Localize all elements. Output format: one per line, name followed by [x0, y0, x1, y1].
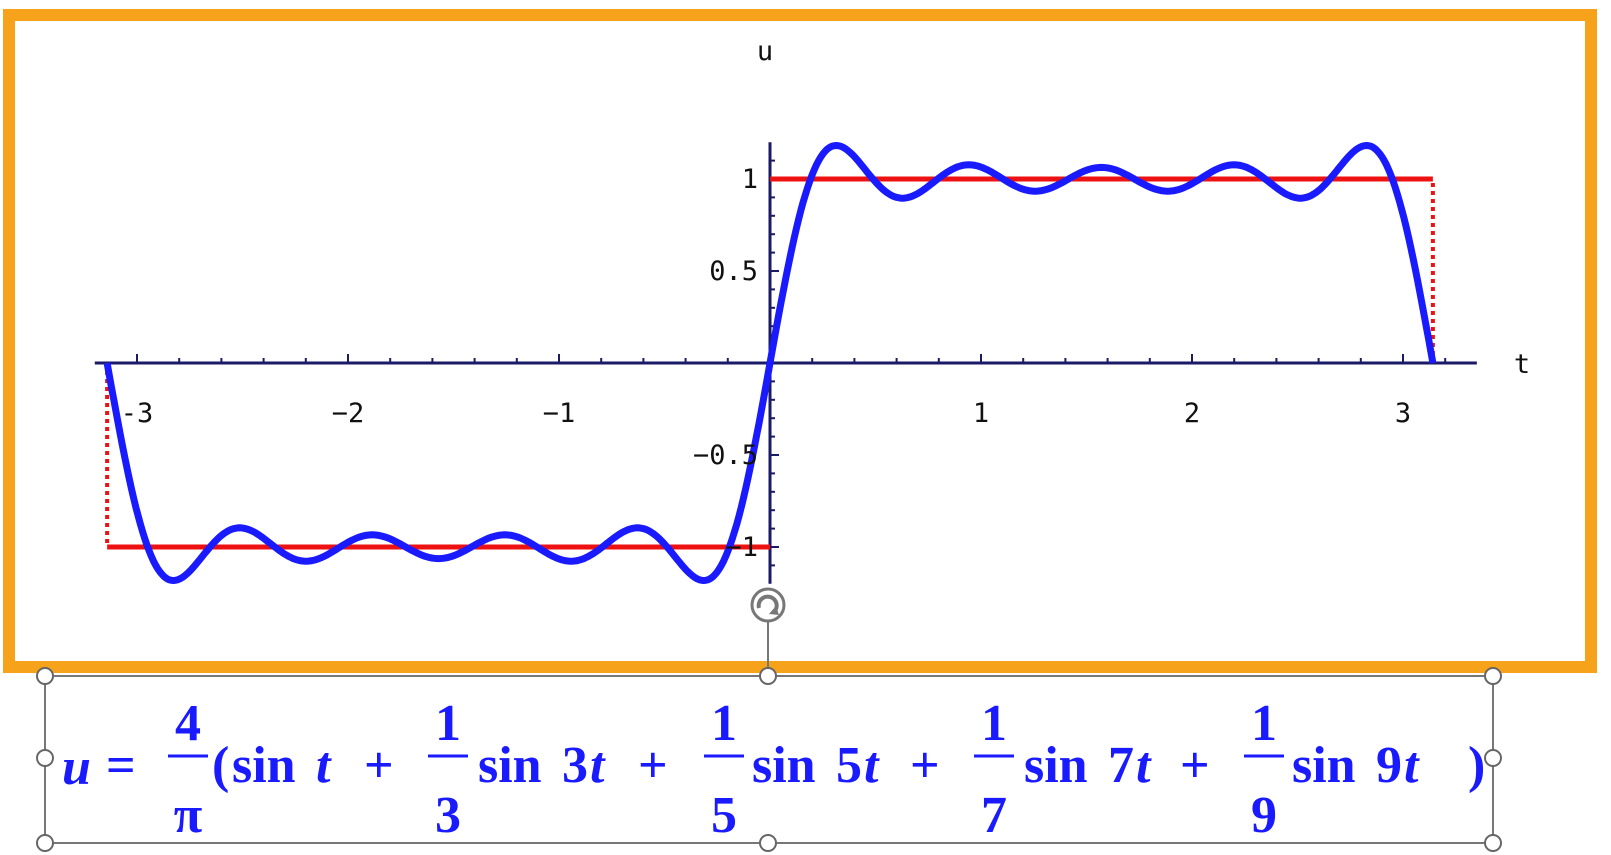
resize-handle-left[interactable]	[36, 749, 54, 767]
formula-term-var: t	[1404, 737, 1420, 794]
formula-term-numerator: 1	[711, 695, 737, 752]
formula-lead-numerator: 4	[175, 695, 201, 752]
tick-labels: -3 −2 −1 1 2 3 1 0.5 −0.5 −1	[121, 164, 1411, 563]
formula-term-denominator: 5	[711, 787, 737, 844]
formula-term-var: t	[1136, 737, 1152, 794]
x-tick-label: −1	[543, 398, 576, 429]
formula-plus: +	[1180, 737, 1210, 794]
formula-term-numerator: 1	[981, 695, 1007, 752]
formula-term-coef: 3	[562, 737, 588, 794]
fourier-chart: -3 −2 −1 1 2 3 1 0.5 −0.5 −1 u t	[94, 36, 1530, 584]
formula-plus: +	[364, 737, 394, 794]
formula-term-denominator: 7	[981, 787, 1007, 844]
axes	[94, 142, 1477, 584]
chart-frame[interactable]	[3, 9, 1597, 673]
resize-handle-top-right[interactable]	[1484, 667, 1502, 685]
formula-selection[interactable]	[36, 587, 1502, 852]
formula-lhs: u	[62, 739, 91, 796]
formula-open-paren: (	[212, 737, 229, 794]
fourier-curve	[103, 142, 1437, 584]
formula-term-denominator: 3	[435, 787, 461, 844]
x-tick-label: -3	[121, 398, 154, 429]
x-tick-label: 1	[973, 398, 989, 429]
x-tick-label: −2	[332, 398, 365, 429]
y-tick-label: −0.5	[693, 440, 758, 471]
y-tick-label: 1	[742, 164, 758, 195]
resize-handle-bottom[interactable]	[759, 834, 777, 852]
formula-term-denominator: 9	[1251, 787, 1277, 844]
formula-first-fn: sin	[232, 737, 296, 794]
formula-term-numerator: 1	[1251, 695, 1277, 752]
formula-term-coef: 7	[1108, 737, 1134, 794]
x-tick-label: 3	[1395, 398, 1411, 429]
y-tick-label: −1	[725, 532, 758, 563]
fourier-series-line	[103, 142, 1437, 584]
formula-equals: =	[106, 737, 136, 794]
formula-term-coef: 5	[836, 737, 862, 794]
resize-handle-top[interactable]	[759, 667, 777, 685]
square-wave	[105, 176, 1435, 550]
formula-close-paren: )	[1468, 737, 1485, 794]
rotate-icon[interactable]	[750, 587, 786, 623]
formula-term-var: t	[590, 737, 606, 794]
resize-handle-bottom-right[interactable]	[1484, 834, 1502, 852]
y-axis-label: u	[757, 36, 773, 67]
x-tick-label: 2	[1184, 398, 1200, 429]
formula-lead-denominator: π	[174, 787, 203, 844]
formula-term-fn: sin	[752, 737, 816, 794]
formula-term-fn: sin	[478, 737, 542, 794]
formula-term-fn: sin	[1292, 737, 1356, 794]
formula-term-coef: 9	[1376, 737, 1402, 794]
x-axis-label: t	[1514, 349, 1530, 380]
formula-plus: +	[638, 737, 668, 794]
resize-handle-top-left[interactable]	[36, 667, 54, 685]
formula-first-var: t	[316, 737, 332, 794]
resize-handle-bottom-left[interactable]	[36, 834, 54, 852]
formula-plus: +	[910, 737, 940, 794]
resize-handle-right[interactable]	[1484, 749, 1502, 767]
formula-term-fn: sin	[1024, 737, 1088, 794]
y-tick-label: 0.5	[709, 256, 758, 287]
formula-term-numerator: 1	[435, 695, 461, 752]
formula-term-var: t	[864, 737, 880, 794]
